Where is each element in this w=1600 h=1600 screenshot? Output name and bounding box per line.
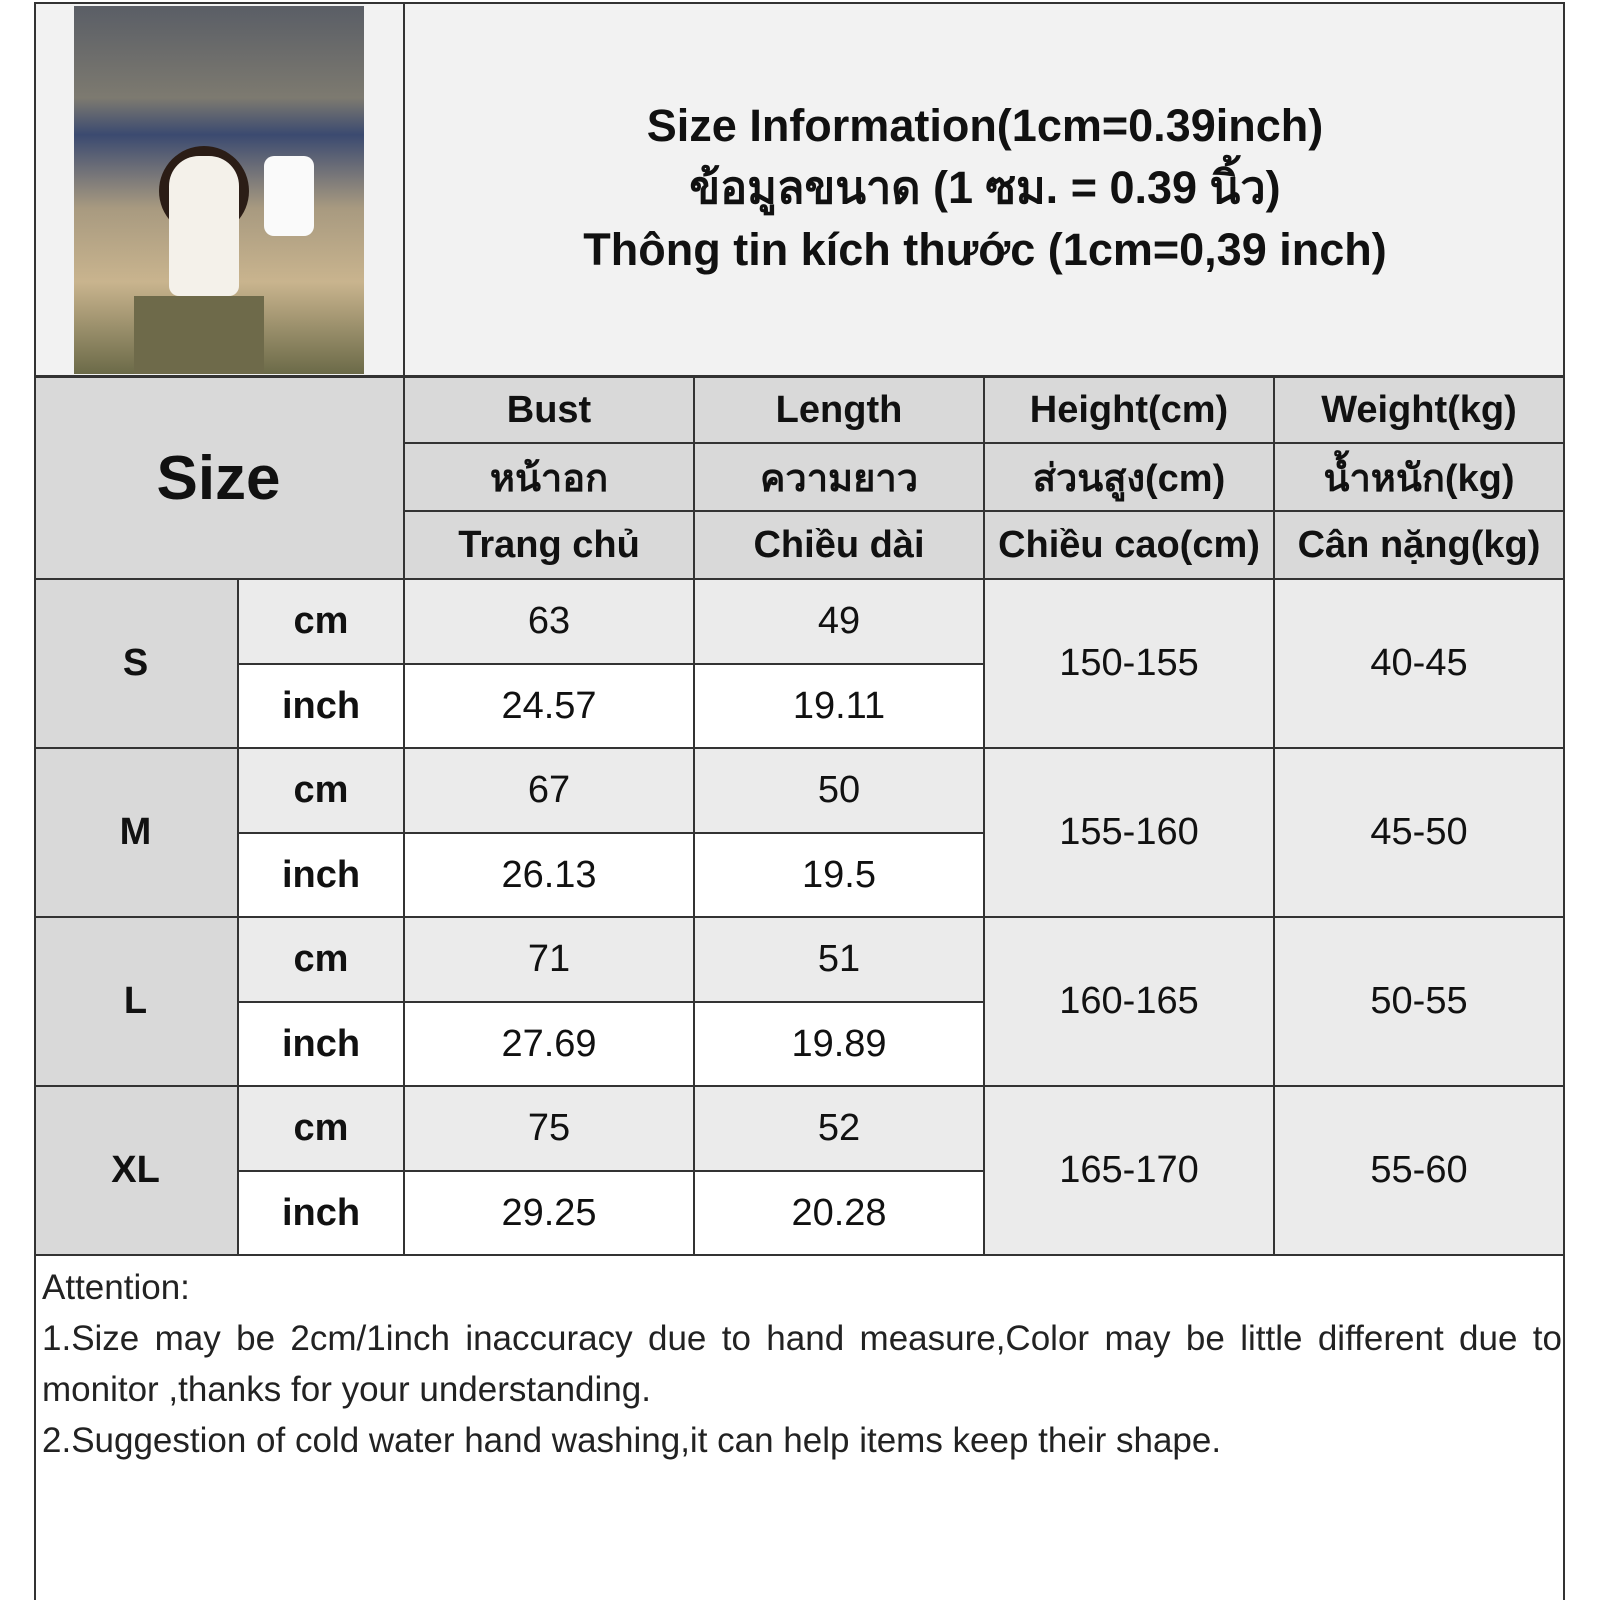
note-item: 2.Suggestion of cold water hand washing,… [42, 1421, 1222, 1460]
length-inch-value: 20.28 [695, 1172, 985, 1256]
length-cm-value: 50 [695, 749, 985, 834]
chart-border [34, 2, 1565, 1600]
title-vi: Thông tin kích thước (1cm=0,39 inch) [583, 224, 1387, 275]
bust-cm-value: 71 [405, 918, 695, 1003]
column-header: Weight(kg) [1275, 378, 1565, 444]
height-range: 155-160 [985, 749, 1275, 918]
unit-inch: inch [239, 1172, 405, 1256]
column-header: น้ำหนัก(kg) [1275, 444, 1565, 512]
column-header: Chiều dài [695, 512, 985, 580]
note-item: 1.Size may be 2cm/1inch inaccuracy due t… [42, 1319, 1562, 1409]
column-header: Height(cm) [985, 378, 1275, 444]
attention-notes: Attention: 1.Size may be 2cm/1inch inacc… [42, 1262, 1562, 1466]
length-inch-value: 19.5 [695, 834, 985, 918]
bust-inch-value: 27.69 [405, 1003, 695, 1087]
bust-inch-value: 24.57 [405, 665, 695, 749]
length-inch-value: 19.89 [695, 1003, 985, 1087]
unit-inch: inch [239, 665, 405, 749]
weight-range: 55-60 [1275, 1087, 1565, 1256]
size-header: Size [34, 378, 405, 580]
unit-cm: cm [239, 580, 405, 665]
bust-cm-value: 63 [405, 580, 695, 665]
column-header: Chiều cao(cm) [985, 512, 1275, 580]
page-title: Size Information(1cm=0.39inch) ข้อมูลขนา… [405, 95, 1565, 281]
title-en: Size Information(1cm=0.39inch) [646, 100, 1324, 151]
length-cm-value: 51 [695, 918, 985, 1003]
column-header: ส่วนสูง(cm) [985, 444, 1275, 512]
product-photo [74, 6, 364, 374]
unit-inch: inch [239, 1003, 405, 1087]
column-header: Cân nặng(kg) [1275, 512, 1565, 580]
bust-cm-value: 67 [405, 749, 695, 834]
column-header: ความยาว [695, 444, 985, 512]
length-inch-value: 19.11 [695, 665, 985, 749]
size-label: L [34, 918, 239, 1087]
height-range: 165-170 [985, 1087, 1275, 1256]
divider [403, 2, 405, 378]
unit-cm: cm [239, 749, 405, 834]
height-range: 150-155 [985, 580, 1275, 749]
height-range: 160-165 [985, 918, 1275, 1087]
length-cm-value: 49 [695, 580, 985, 665]
length-cm-value: 52 [695, 1087, 985, 1172]
weight-range: 50-55 [1275, 918, 1565, 1087]
notes-heading: Attention: [42, 1268, 190, 1307]
column-header: Length [695, 378, 985, 444]
unit-inch: inch [239, 834, 405, 918]
bust-inch-value: 26.13 [405, 834, 695, 918]
bust-cm-value: 75 [405, 1087, 695, 1172]
column-header: Trang chủ [405, 512, 695, 580]
column-header: หน้าอก [405, 444, 695, 512]
column-header: Bust [405, 378, 695, 444]
size-label: M [34, 749, 239, 918]
unit-cm: cm [239, 1087, 405, 1172]
size-label: S [34, 580, 239, 749]
unit-cm: cm [239, 918, 405, 1003]
size-label: XL [34, 1087, 239, 1256]
weight-range: 45-50 [1275, 749, 1565, 918]
title-th: ข้อมูลขนาด (1 ซม. = 0.39 นิ้ว) [689, 162, 1281, 213]
bust-inch-value: 29.25 [405, 1172, 695, 1256]
